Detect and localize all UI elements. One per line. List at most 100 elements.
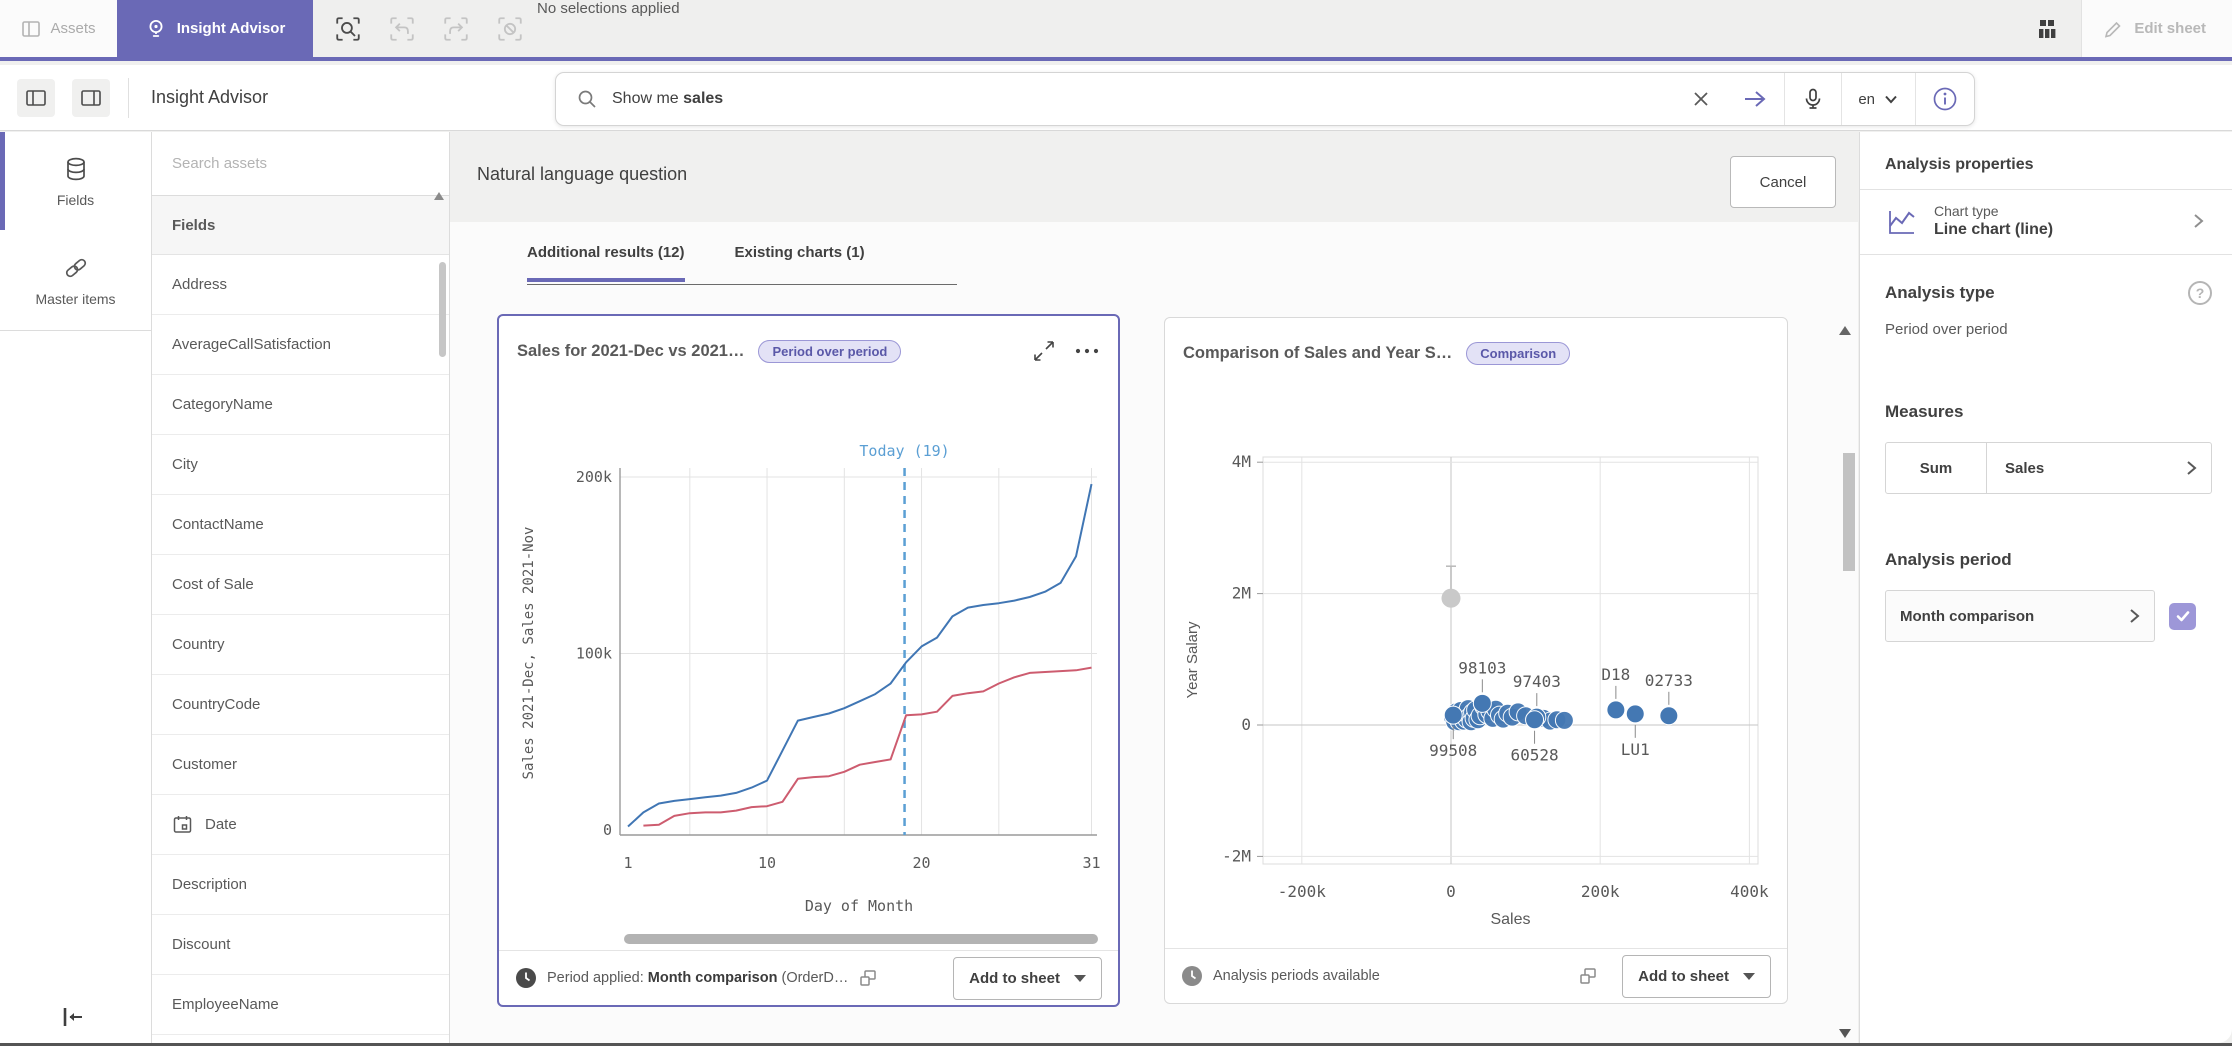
field-item[interactable]: Country xyxy=(152,615,449,675)
assets-scrollbar-thumb[interactable] xyxy=(439,262,446,357)
nl-search-bar[interactable]: Show me sales en xyxy=(555,72,1975,126)
clock-icon xyxy=(515,967,537,989)
field-item-label: Customer xyxy=(172,756,238,773)
svg-text:4M: 4M xyxy=(1232,452,1251,471)
master-link-icon[interactable] xyxy=(858,968,878,988)
search-input[interactable]: Show me sales xyxy=(612,90,724,107)
svg-text:98103: 98103 xyxy=(1458,658,1506,677)
field-item[interactable]: CountryCode xyxy=(152,675,449,735)
analysis-period-row[interactable]: Month comparison xyxy=(1885,590,2155,642)
clear-search-icon[interactable] xyxy=(1676,73,1726,125)
sidebar-item-fields[interactable]: Fields xyxy=(0,132,151,230)
tab-insight-advisor[interactable]: Insight Advisor xyxy=(117,0,313,57)
chart-type-row[interactable]: Chart type Line chart (line) xyxy=(1860,190,2232,254)
measures-label: Measures xyxy=(1885,402,1964,421)
help-icon[interactable]: ? xyxy=(2188,281,2212,305)
tab-assets[interactable]: Assets xyxy=(0,0,117,57)
scroll-up-icon[interactable] xyxy=(1839,326,1851,335)
field-item[interactable]: Address xyxy=(152,255,449,315)
header-bar: Insight Advisor Show me sales en xyxy=(0,65,2232,131)
results-tab-0[interactable]: Additional results (12) xyxy=(527,244,685,282)
result-card-scatter[interactable]: Comparison of Sales and Year S… Comparis… xyxy=(1164,317,1788,1004)
scatter-chart[interactable]: Year Salary -200k 0 200k 400k -2M 0 2M 4M Sales 98… xyxy=(1165,408,1787,928)
page-title: Insight Advisor xyxy=(151,87,269,107)
analysis-period-value: Month comparison xyxy=(1900,607,2035,625)
clock-icon xyxy=(1181,965,1203,987)
results-tabs: Additional results (12) Existing charts (… xyxy=(527,244,865,282)
top-toolbar: Assets Insight Advisor No selections app… xyxy=(0,0,2232,61)
line-chart[interactable]: Sales 2021-Dec, Sales 2021-Nov 0 100k 200k 1… xyxy=(499,406,1118,926)
analysis-properties-panel: Analysis properties Chart type Line char… xyxy=(1859,132,2232,1043)
tab-insight-advisor-label: Insight Advisor xyxy=(176,20,286,37)
field-item-label: City xyxy=(172,456,198,473)
app-objects-icon[interactable] xyxy=(2013,0,2081,57)
step-forward-icon[interactable] xyxy=(439,12,473,46)
add-to-sheet-button[interactable]: Add to sheet xyxy=(953,956,1102,1000)
search-term: sales xyxy=(683,90,724,107)
search-icon xyxy=(576,88,598,110)
smart-search-icon[interactable] xyxy=(331,12,365,46)
svg-text:200k: 200k xyxy=(576,468,612,486)
field-item[interactable]: Date xyxy=(152,795,449,855)
measure-field: Sales xyxy=(2005,459,2045,477)
results-tab-1[interactable]: Existing charts (1) xyxy=(734,244,865,261)
field-item[interactable]: ContactName xyxy=(152,495,449,555)
field-item[interactable]: Customer xyxy=(152,735,449,795)
dropdown-caret-icon xyxy=(1743,972,1755,980)
field-item[interactable]: AverageCallSatisfaction xyxy=(152,315,449,375)
sidebar-item-master-items[interactable]: Master items xyxy=(0,230,151,331)
field-item-label: ContactName xyxy=(172,516,264,533)
step-back-icon[interactable] xyxy=(385,12,419,46)
submit-query-icon[interactable] xyxy=(1726,73,1784,125)
svg-text:-2M: -2M xyxy=(1222,846,1251,865)
chart1-hscrollbar[interactable] xyxy=(624,934,1098,944)
card2-footer-text: Analysis periods available xyxy=(1213,968,1380,984)
field-item[interactable]: Cost of Sale xyxy=(152,555,449,615)
collapse-panel-icon[interactable] xyxy=(58,1004,88,1030)
clear-selections-icon[interactable] xyxy=(493,12,527,46)
microphone-icon[interactable] xyxy=(1785,73,1841,125)
cancel-button[interactable]: Cancel xyxy=(1730,156,1836,208)
field-item[interactable]: EmployeeName xyxy=(152,975,449,1035)
more-options-icon[interactable] xyxy=(1074,346,1100,356)
field-item-label: Date xyxy=(205,816,237,833)
info-icon[interactable] xyxy=(1916,73,1974,125)
expand-icon[interactable] xyxy=(1032,339,1056,363)
toggle-left-panel-button[interactable] xyxy=(17,78,55,117)
analysis-type-label: Analysis type xyxy=(1885,283,1995,302)
main-scrollbar-thumb[interactable] xyxy=(1843,453,1855,571)
nl-question-heading: Natural language question xyxy=(477,164,688,184)
link-icon xyxy=(62,254,90,282)
sidebar-item-fields-label: Fields xyxy=(56,191,95,208)
svg-text:Day of Month: Day of Month xyxy=(805,897,913,915)
field-item-label: Description xyxy=(172,876,248,893)
tab-assets-label: Assets xyxy=(50,20,96,37)
field-item[interactable]: Discount xyxy=(152,915,449,975)
svg-text:0: 0 xyxy=(1446,882,1456,901)
toggle-right-panel-button[interactable] xyxy=(72,78,110,117)
card1-title: Sales for 2021-Dec vs 2021… xyxy=(517,341,745,360)
scroll-down-icon[interactable] xyxy=(1839,1029,1851,1038)
measure-aggregation: Sum xyxy=(1919,459,1953,477)
edit-sheet-button[interactable]: Edit sheet xyxy=(2081,0,2232,57)
svg-text:0: 0 xyxy=(1241,715,1251,734)
result-card-line-chart[interactable]: Sales for 2021-Dec vs 2021… Period over … xyxy=(497,314,1120,1007)
database-icon xyxy=(62,155,90,183)
add-to-sheet-button[interactable]: Add to sheet xyxy=(1622,954,1771,998)
svg-text:Sales: Sales xyxy=(1490,911,1530,928)
field-item[interactable]: CategoryName xyxy=(152,375,449,435)
search-assets-input[interactable] xyxy=(152,132,449,196)
field-item[interactable]: Description xyxy=(152,855,449,915)
master-link-icon[interactable] xyxy=(1578,966,1598,986)
field-item-label: AverageCallSatisfaction xyxy=(172,336,331,353)
dropdown-caret-icon xyxy=(1074,974,1086,982)
bottom-edge xyxy=(0,1043,2232,1046)
field-item-label: CountryCode xyxy=(172,696,261,713)
tabs-underline xyxy=(527,284,957,285)
measure-row[interactable]: Sum Sales xyxy=(1885,442,2212,494)
analysis-period-checkbox[interactable] xyxy=(2169,602,2196,630)
field-item[interactable]: City xyxy=(152,435,449,495)
language-selector[interactable]: en xyxy=(1842,73,1915,125)
svg-text:LU1: LU1 xyxy=(1621,740,1650,759)
assets-scroll-up-icon[interactable] xyxy=(434,192,444,200)
